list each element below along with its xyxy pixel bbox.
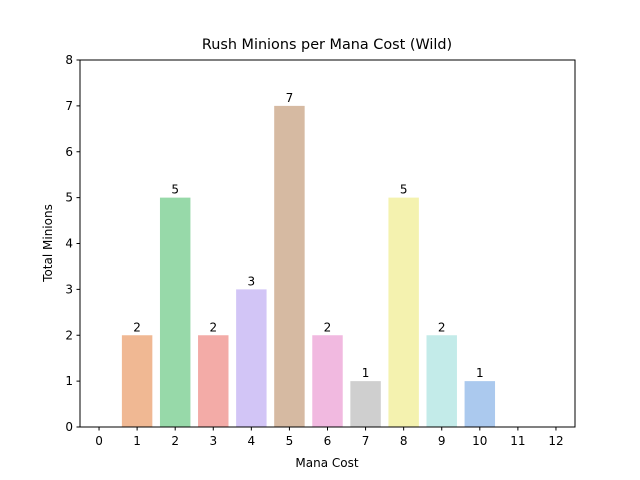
x-tick-label-0: 0 — [95, 434, 103, 448]
x-tick-label-9: 9 — [438, 434, 446, 448]
x-tick-label-10: 10 — [472, 434, 487, 448]
x-axis-label: Mana Cost — [295, 456, 358, 470]
x-tick-label-12: 12 — [548, 434, 563, 448]
data-label-3: 2 — [209, 320, 217, 334]
data-label-10: 1 — [476, 366, 484, 380]
chart-title: Rush Minions per Mana Cost (Wild) — [202, 37, 452, 53]
x-axis-ticks: 0 1 2 3 4 5 6 7 8 9 10 11 12 — [95, 427, 564, 448]
y-axis-ticks: 0 1 2 3 4 5 6 7 8 — [65, 53, 80, 434]
y-tick-label-3: 3 — [65, 282, 73, 296]
bar-7 — [350, 381, 381, 427]
bars-group — [121, 105, 496, 427]
x-tick-label-5: 5 — [286, 434, 294, 448]
x-tick-label-7: 7 — [362, 434, 370, 448]
data-label-5: 7 — [286, 91, 294, 105]
x-tick-label-6: 6 — [324, 434, 332, 448]
bar-5 — [274, 105, 305, 427]
data-label-4: 3 — [248, 274, 256, 288]
y-tick-label-6: 6 — [65, 145, 73, 159]
bar-4 — [236, 289, 267, 427]
data-label-8: 5 — [400, 183, 408, 197]
x-tick-label-1: 1 — [133, 434, 141, 448]
bar-2 — [159, 197, 191, 427]
data-label-7: 1 — [362, 366, 370, 380]
x-tick-label-4: 4 — [248, 434, 256, 448]
y-tick-label-1: 1 — [65, 374, 73, 388]
y-tick-label-2: 2 — [65, 328, 73, 342]
plot-frame — [79, 59, 576, 428]
y-tick-label-7: 7 — [65, 99, 73, 113]
bar-8 — [388, 197, 419, 427]
bar-10 — [464, 381, 496, 427]
x-tick-label-11: 11 — [510, 434, 525, 448]
x-tick-label-2: 2 — [171, 434, 179, 448]
data-label-9: 2 — [438, 320, 446, 334]
bar-6 — [312, 335, 343, 427]
y-tick-label-8: 8 — [65, 53, 73, 67]
x-tick-label-3: 3 — [209, 434, 217, 448]
x-tick-label-8: 8 — [400, 434, 408, 448]
y-tick-label-5: 5 — [65, 191, 73, 205]
data-label-1: 2 — [133, 320, 141, 334]
bar-9 — [426, 335, 457, 427]
bar-1 — [121, 335, 153, 427]
data-labels-group: 2 5 2 3 7 2 1 5 2 1 — [133, 91, 483, 380]
data-label-2: 5 — [171, 183, 179, 197]
data-label-6: 2 — [324, 320, 332, 334]
y-tick-label-0: 0 — [65, 420, 73, 434]
y-axis-label: Total Minions — [41, 204, 55, 283]
y-tick-label-4: 4 — [65, 237, 73, 251]
bar-3 — [198, 335, 229, 427]
